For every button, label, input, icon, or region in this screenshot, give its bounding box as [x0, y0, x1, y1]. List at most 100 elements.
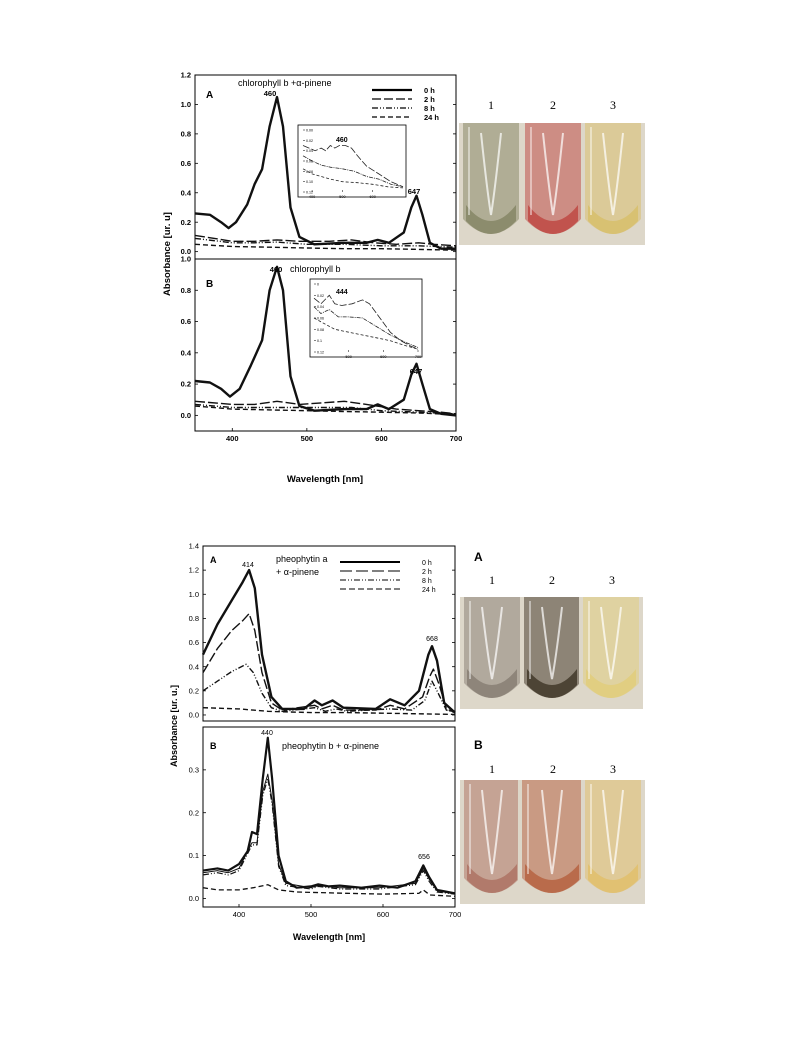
fig1-legend-24h: 24 h	[424, 113, 439, 122]
fig1a-inset-ytick-label-1: 0.10	[306, 180, 313, 184]
fig1-panel-a-letter: A	[206, 90, 213, 101]
fig1-a-inset-plot: 0.12 0.10 0.08 0.06 0.04 0.02 0.00 400 500 600	[302, 129, 404, 199]
fig2a-ytick-label-0: 0.0	[189, 711, 199, 720]
fig1-tube-number-1: 1	[488, 98, 494, 112]
fig1-panel-a-plot: 0.0 0.2 0.4 0.6 0.8 1.0 1.2	[181, 71, 457, 256]
fig2-legend-24h: 24 h	[422, 587, 436, 594]
fig1-tube-3-glare	[602, 132, 624, 216]
fig1b-xtick-label-3: 700	[450, 434, 463, 443]
fig2-a-tube-1-liquid	[467, 669, 517, 698]
fig1b-series-24h	[194, 405, 457, 416]
fig1b-ytick-label-5: 1.0	[181, 255, 191, 264]
fig1b-inset-ytick-label-4: 0.04	[317, 305, 324, 309]
fig2-a-tube-number-1: 1	[489, 573, 495, 587]
fig2a-ytick-label-1: 0.2	[189, 686, 199, 695]
fig2b-ytick-label-0: 0.0	[189, 894, 199, 903]
fig2-b-tube-2-glass	[522, 780, 582, 893]
fig1a-ytick-label-5: 1.0	[181, 100, 191, 109]
fig1a-inset-xtick-label-1: 500	[339, 195, 345, 199]
fig2-panel-b-plot: 0.0 0.1 0.2 0.3 400 500 600 700	[189, 726, 461, 919]
fig1a-ytick-label-2: 0.4	[181, 188, 192, 197]
fig1a-inset-ytick-label-2: 0.08	[306, 170, 313, 174]
fig1-a-inset-peak: 460	[336, 137, 348, 144]
fig1-tube-1-glare	[480, 132, 502, 216]
fig1a-ytick-label-4: 0.8	[181, 129, 191, 138]
fig2-panel-b-title: pheophytin b + α-pinene	[282, 741, 379, 751]
fig1-tube-1-liquid	[466, 205, 516, 234]
fig2b-xtick-label-0: 400	[233, 910, 246, 919]
fig1a-inset-ytick-label-3: 0.06	[306, 160, 313, 164]
fig1-panel-b-frame	[194, 258, 457, 432]
fig1a-inset-ytick-label-5: 0.02	[306, 139, 313, 143]
fig1b-ytick-label-3: 0.6	[181, 317, 191, 326]
fig2b-xtick-label-1: 500	[305, 910, 318, 919]
fig1-tube-2-glare	[542, 132, 564, 216]
fig1-b-peak-460: 460	[270, 265, 283, 274]
fig2-legend: 0 h 2 h 8 h 24 h	[340, 560, 436, 594]
fig2-a-tube-1-glass	[464, 597, 520, 698]
fig1-tube-1	[459, 123, 523, 245]
fig2-photo-group-b-letter: B	[474, 738, 483, 752]
fig1-tube-2-glass	[525, 123, 581, 234]
fig1b-inset-ytick-label-5: 0.02	[317, 294, 324, 298]
fig1b-inset-series-8h	[313, 306, 419, 348]
fig2a-ytick-label-4: 0.8	[189, 614, 199, 623]
fig2a-series-8h	[202, 663, 456, 714]
fig2-a-tube-2-glare	[541, 606, 563, 680]
fig2-b-tube-1	[460, 780, 524, 904]
fig2-b-tube-3-glass	[585, 780, 641, 893]
fig2b-series-8h	[202, 777, 456, 895]
fig2-b-tube-2	[518, 780, 586, 904]
fig2-legend-0h: 0 h	[422, 560, 432, 567]
fig2-a-peak-668: 668	[426, 636, 438, 643]
fig2a-series-0h	[201, 568, 456, 714]
fig1-panel-b-plot: 0.0 0.2 0.4 0.6 0.8 1.0 400 500 600 700	[181, 255, 463, 443]
fig2-a-tube-3-glare	[600, 606, 622, 680]
fig1-tube-3-liquid	[588, 205, 638, 234]
fig1b-series-0h	[194, 265, 457, 417]
fig1-xlabel: Wavelength [nm]	[287, 474, 363, 485]
fig2-a-tube-3	[579, 597, 643, 709]
fig2a-ytick-label-5: 1.0	[189, 590, 199, 599]
fig2-a-tube-2	[520, 597, 584, 709]
fig1-b-inset-plot: 0.12 0.1 0.08 0.06 0.04 0.02 0 500 600 700	[313, 283, 421, 359]
fig1a-inset-ytick-label-6: 0.00	[306, 129, 313, 133]
fig2-b-tube-number-3: 3	[610, 762, 616, 776]
fig2-ylabel: Absorbance [ur. u.]	[169, 685, 179, 767]
fig2-a-tube-2-liquid	[527, 669, 577, 698]
fig1b-inset-series-2h	[313, 294, 419, 350]
figure-1: 0.0 0.2 0.4 0.6 0.8 1.0 1.2 0.0 0.2 0.4 0.6 0.8 1.0…	[162, 71, 462, 485]
fig2b-ytick-label-1: 0.1	[189, 851, 199, 860]
fig1a-ytick-label-6: 1.2	[181, 71, 191, 80]
fig1a-ytick-label-3: 0.6	[181, 159, 191, 168]
fig2-b-tube-3	[581, 780, 645, 904]
fig1-tube-number-3: 3	[610, 98, 616, 112]
fig1b-ytick-label-0: 0.0	[181, 411, 191, 420]
fig2-panel-a-plot: 0.0 0.2 0.4 0.6 0.8 1.0 1.2 1.4	[189, 542, 456, 720]
fig2-a-tube-1-glare	[481, 606, 503, 680]
fig1b-inset-xtick-label-1: 600	[380, 355, 386, 359]
fig1a-inset-xtick-label-0: 400	[309, 195, 315, 199]
fig2b-series-0h	[202, 736, 456, 895]
fig1a-inset-series-2h	[302, 144, 404, 188]
fig2b-xtick-label-2: 600	[377, 910, 390, 919]
fig1b-ytick-label-2: 0.4	[181, 348, 192, 357]
fig1b-ytick-label-1: 0.2	[181, 380, 191, 389]
fig2-b-tube-2-liquid	[525, 864, 579, 893]
fig2-a-tube-number-2: 2	[549, 573, 555, 587]
fig1b-inset-ytick-label-1: 0.1	[317, 339, 322, 343]
fig1b-inset-ytick-label-0: 0.12	[317, 351, 324, 355]
fig1a-inset-ytick-label-0: 0.12	[306, 191, 313, 195]
fig1a-inset-series-24h	[302, 168, 404, 189]
fig1a-series-8h	[194, 237, 457, 248]
fig1-b-inset-frame	[309, 278, 423, 358]
fig1-a-inset-frame	[297, 124, 407, 198]
fig1-tube-2-liquid	[528, 205, 578, 234]
fig1b-inset-ytick-label-3: 0.06	[317, 317, 324, 321]
fig1-tube-3	[581, 123, 645, 245]
fig1b-series-2h	[194, 400, 457, 415]
fig2-b-tube-2-glare	[541, 789, 563, 875]
fig1-legend-2h: 2 h	[424, 95, 435, 104]
fig2-legend-8h: 8 h	[422, 578, 432, 585]
fig2-b-tube-number-2: 2	[550, 762, 556, 776]
